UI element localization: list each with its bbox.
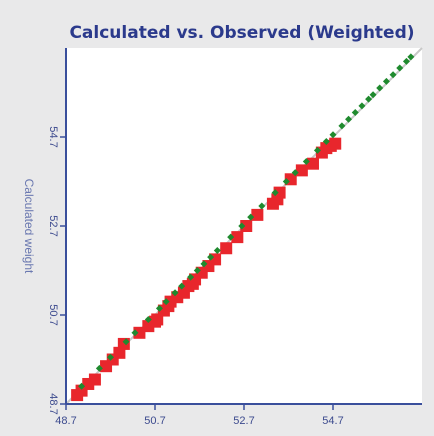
green-diamond-point xyxy=(389,71,397,79)
green-diamond-point xyxy=(402,57,410,65)
green-diamond-point xyxy=(213,246,221,254)
green-diamond-point xyxy=(171,289,179,297)
red-square-point xyxy=(329,137,342,150)
green-diamond-point xyxy=(396,64,404,72)
x-tick-label: 54.7 xyxy=(322,415,343,427)
green-diamond-point xyxy=(95,364,103,372)
red-square-point xyxy=(295,164,308,177)
marks-layer xyxy=(71,53,415,402)
green-diamond-point xyxy=(200,260,208,268)
x-tick-label: 50.7 xyxy=(144,415,165,427)
y-tick-label: 52.7 xyxy=(47,215,59,236)
green-diamond-point xyxy=(382,77,390,85)
green-diamond-point xyxy=(358,102,366,110)
green-diamond-point xyxy=(178,282,186,290)
green-diamond-point xyxy=(227,233,235,241)
green-diamond-point xyxy=(258,202,266,210)
x-tick-label: 48.7 xyxy=(55,415,76,427)
y-axis-label: Calculated weight xyxy=(22,179,36,274)
green-diamond-point xyxy=(282,178,290,185)
red-square-point xyxy=(251,208,264,221)
green-diamond-point xyxy=(365,95,373,103)
green-diamond-point xyxy=(207,253,215,261)
red-square-point xyxy=(88,373,101,386)
green-diamond-point xyxy=(238,222,246,230)
green-diamond-point xyxy=(107,353,114,361)
red-square-point xyxy=(273,186,286,199)
y-tick-label: 54.7 xyxy=(47,126,59,147)
green-diamond-point xyxy=(78,382,86,390)
green-diamond-point xyxy=(131,329,139,337)
green-diamond-point xyxy=(338,122,346,130)
green-diamond-point xyxy=(291,169,299,177)
green-diamond-point xyxy=(302,157,310,165)
green-diamond-point xyxy=(369,91,377,99)
green-diamond-point xyxy=(193,267,201,274)
green-diamond-point xyxy=(271,189,279,197)
green-diamond-point xyxy=(144,315,152,323)
ticks-layer: 48.7 50.7 52.7 54.7 48.7 50.7 52.7 54.7 xyxy=(47,126,344,427)
red-square-point xyxy=(220,242,233,255)
green-diamond-point xyxy=(329,131,337,139)
y-tick-label: 50.7 xyxy=(47,304,59,325)
red-square-point xyxy=(306,157,319,170)
x-tick-label: 52.7 xyxy=(233,415,254,427)
red-square-point xyxy=(240,220,253,232)
green-diamond-point xyxy=(187,273,195,281)
green-diamond-point xyxy=(407,53,415,61)
green-diamond-point xyxy=(351,109,359,117)
green-diamond-point xyxy=(376,84,384,92)
green-diamond-point xyxy=(322,137,330,145)
green-diamond-point xyxy=(122,338,130,346)
chart-title: Calculated vs. Observed (Weighted) xyxy=(69,23,414,43)
green-diamond-point xyxy=(162,298,170,306)
y-tick-label: 48.7 xyxy=(47,393,59,414)
green-diamond-point xyxy=(155,304,163,312)
green-diamond-point xyxy=(247,213,255,221)
red-square-point xyxy=(231,231,244,244)
red-square-point xyxy=(117,337,130,350)
green-diamond-point xyxy=(345,115,353,123)
green-diamond-point xyxy=(313,146,321,154)
